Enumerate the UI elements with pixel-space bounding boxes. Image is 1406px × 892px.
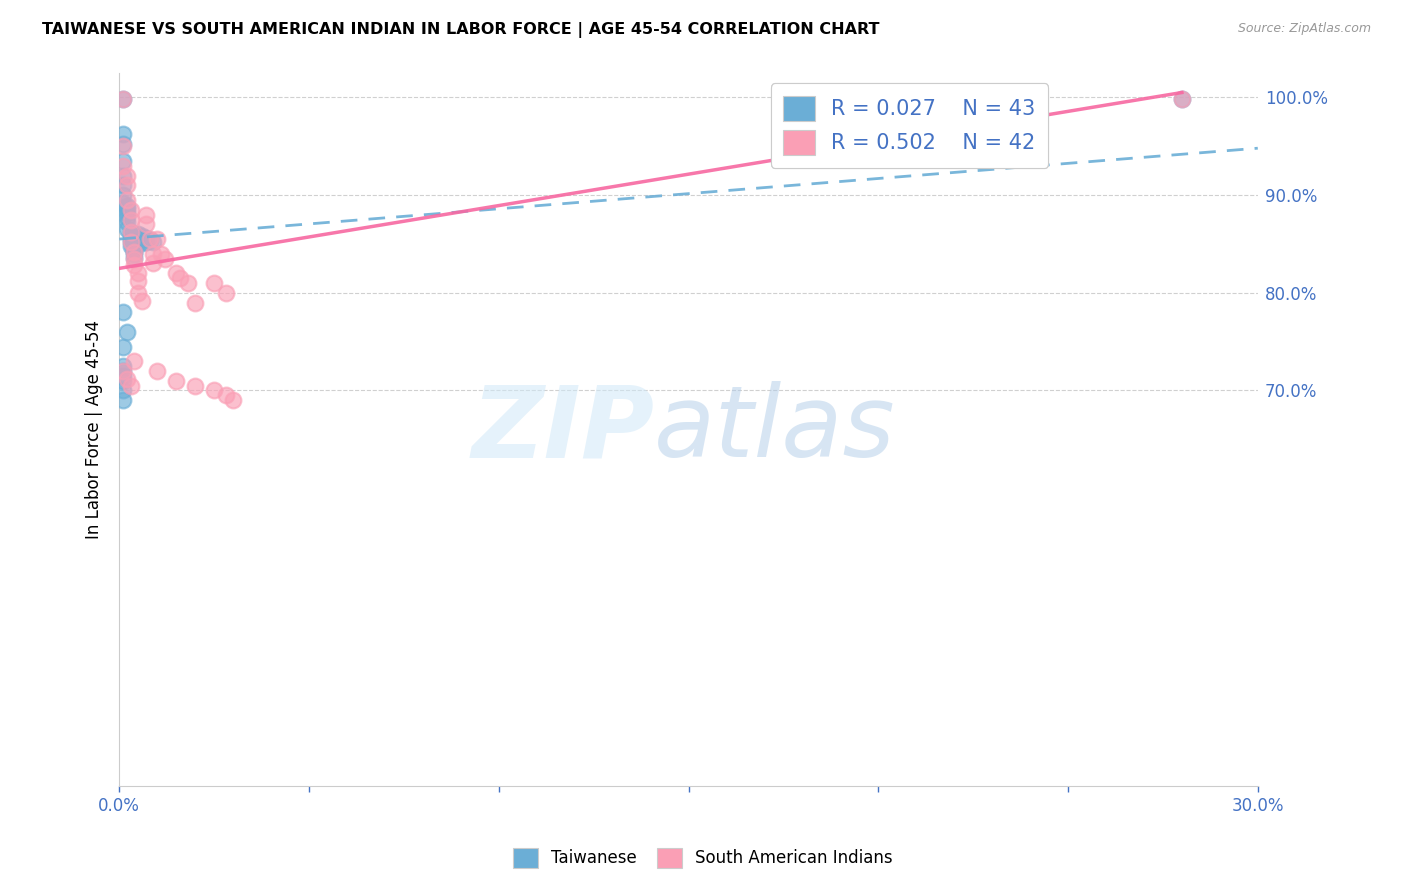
Point bbox=[127, 285, 149, 300]
Point bbox=[135, 235, 157, 249]
Point bbox=[184, 378, 207, 392]
Point bbox=[120, 212, 142, 227]
Point bbox=[115, 210, 138, 224]
Point bbox=[214, 285, 236, 300]
Point bbox=[120, 232, 142, 246]
Point bbox=[142, 256, 165, 270]
Point bbox=[115, 193, 138, 207]
Point bbox=[120, 225, 142, 239]
Point bbox=[124, 252, 146, 266]
Point bbox=[124, 244, 146, 259]
Legend: Taiwanese, South American Indians: Taiwanese, South American Indians bbox=[506, 841, 900, 875]
Point bbox=[112, 359, 135, 373]
Point bbox=[131, 233, 153, 247]
Point bbox=[112, 384, 135, 398]
Point bbox=[120, 229, 142, 244]
Point bbox=[135, 218, 157, 232]
Point bbox=[112, 92, 135, 106]
Point bbox=[120, 225, 142, 239]
Point bbox=[138, 232, 160, 246]
Point bbox=[112, 374, 135, 388]
Point bbox=[1171, 92, 1194, 106]
Text: Source: ZipAtlas.com: Source: ZipAtlas.com bbox=[1237, 22, 1371, 36]
Point bbox=[115, 199, 138, 213]
Point bbox=[120, 235, 142, 249]
Point bbox=[1171, 92, 1194, 106]
Point bbox=[115, 202, 138, 216]
Point bbox=[202, 276, 225, 290]
Point bbox=[115, 169, 138, 183]
Point bbox=[112, 137, 135, 152]
Point bbox=[124, 244, 146, 259]
Point bbox=[112, 92, 135, 106]
Point bbox=[112, 305, 135, 319]
Point bbox=[214, 388, 236, 402]
Point bbox=[135, 208, 157, 222]
Point bbox=[146, 232, 169, 246]
Point bbox=[127, 266, 149, 280]
Point bbox=[115, 215, 138, 229]
Point bbox=[124, 354, 146, 368]
Point bbox=[138, 233, 160, 247]
Point bbox=[150, 246, 173, 260]
Point bbox=[120, 378, 142, 392]
Point bbox=[112, 127, 135, 141]
Point bbox=[112, 195, 135, 210]
Point bbox=[115, 325, 138, 339]
Point bbox=[184, 295, 207, 310]
Point bbox=[112, 178, 135, 193]
Point bbox=[127, 230, 149, 244]
Point bbox=[127, 233, 149, 247]
Point bbox=[146, 364, 169, 378]
Point bbox=[131, 235, 153, 250]
Point bbox=[112, 393, 135, 408]
Point bbox=[131, 229, 153, 244]
Point bbox=[112, 339, 135, 353]
Point bbox=[165, 266, 187, 280]
Point bbox=[202, 384, 225, 398]
Point bbox=[112, 364, 135, 378]
Point bbox=[124, 242, 146, 256]
Point bbox=[176, 276, 198, 290]
Legend: R = 0.027    N = 43, R = 0.502    N = 42: R = 0.027 N = 43, R = 0.502 N = 42 bbox=[770, 83, 1047, 168]
Y-axis label: In Labor Force | Age 45-54: In Labor Force | Age 45-54 bbox=[86, 320, 103, 539]
Point bbox=[115, 222, 138, 236]
Point bbox=[124, 259, 146, 273]
Point bbox=[124, 246, 146, 260]
Point bbox=[112, 188, 135, 202]
Point bbox=[115, 372, 138, 386]
Text: ZIP: ZIP bbox=[471, 381, 654, 478]
Point bbox=[112, 139, 135, 153]
Point bbox=[112, 368, 135, 383]
Point bbox=[127, 274, 149, 288]
Point bbox=[112, 153, 135, 168]
Point bbox=[135, 231, 157, 245]
Point bbox=[112, 169, 135, 183]
Point bbox=[120, 235, 142, 249]
Point bbox=[153, 252, 176, 266]
Point bbox=[115, 178, 138, 193]
Point bbox=[165, 374, 187, 388]
Point bbox=[127, 227, 149, 242]
Point bbox=[124, 251, 146, 265]
Point bbox=[169, 271, 191, 285]
Point bbox=[112, 364, 135, 378]
Text: TAIWANESE VS SOUTH AMERICAN INDIAN IN LABOR FORCE | AGE 45-54 CORRELATION CHART: TAIWANESE VS SOUTH AMERICAN INDIAN IN LA… bbox=[42, 22, 880, 38]
Point bbox=[120, 239, 142, 253]
Point bbox=[222, 393, 245, 408]
Point bbox=[120, 202, 142, 217]
Point bbox=[112, 159, 135, 173]
Point bbox=[142, 246, 165, 260]
Text: atlas: atlas bbox=[654, 381, 896, 478]
Point bbox=[131, 293, 153, 308]
Point bbox=[115, 205, 138, 219]
Point bbox=[142, 235, 165, 249]
